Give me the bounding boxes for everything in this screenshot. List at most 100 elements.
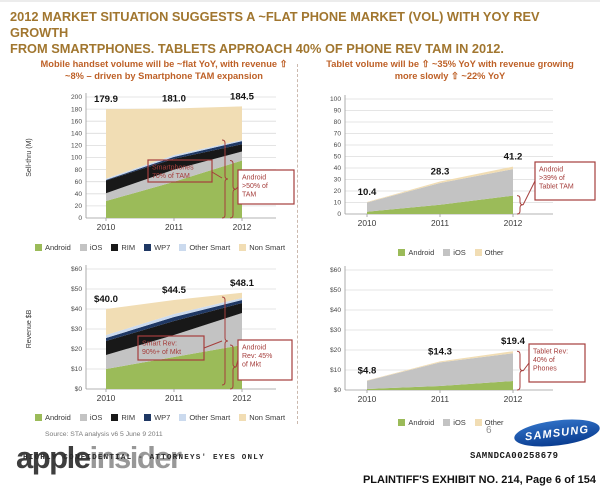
legend-swatch <box>474 419 482 426</box>
y-tick-label: $60 <box>71 266 82 273</box>
y-tick-label: 70 <box>334 131 342 138</box>
legend-item-non-smart: Non Smart <box>239 243 285 252</box>
y-tick-label: $10 <box>71 366 82 373</box>
legend-item-android: Android <box>398 248 434 257</box>
y-tick-label: 80 <box>75 167 83 174</box>
x-tick-label: 2011 <box>431 218 449 228</box>
total-label: 179.9 <box>94 94 118 105</box>
y-tick-label: $50 <box>330 287 341 294</box>
total-label: $19.4 <box>501 336 526 347</box>
y-tick-label: $60 <box>330 267 341 274</box>
y-tick-label: 20 <box>75 203 83 210</box>
annotation-text: Smart Rev: <box>142 341 177 348</box>
y-tick-label: $30 <box>330 327 341 334</box>
x-tick-label: 2010 <box>97 393 116 403</box>
y-tick-label: 20 <box>334 188 342 195</box>
y-axis-title: Sell-thru (M) <box>26 138 33 177</box>
legend-label: Android <box>44 413 71 422</box>
x-tick-label: 2012 <box>504 218 523 228</box>
y-tick-label: 60 <box>334 142 342 149</box>
x-tick-label: 2011 <box>431 394 449 404</box>
y-tick-label: 10 <box>334 200 342 207</box>
x-tick-label: 2012 <box>233 222 252 232</box>
y-tick-label: $10 <box>330 367 341 374</box>
annotation-brace <box>229 160 237 219</box>
annotation-text: >39% of <box>539 175 565 182</box>
legend-swatch <box>179 244 187 251</box>
annotation-box <box>237 339 293 381</box>
total-label: $48.1 <box>230 278 255 289</box>
legend-swatch <box>239 414 247 421</box>
y-tick-label: 200 <box>71 94 82 101</box>
legend-label: RIM <box>121 413 136 422</box>
phone-revenue-chart: $0 $10 $20 $30 $40 $50 $60 2010 2011 2012 $40.0 $44… <box>26 265 293 403</box>
y-tick-label: $50 <box>71 286 82 293</box>
annotation-box <box>534 161 596 201</box>
legend-swatch <box>79 244 87 251</box>
y-axis-title: Revenue $B <box>26 309 33 348</box>
legend-label: Android <box>408 418 435 427</box>
area-series-wp7 <box>106 300 242 341</box>
legend-swatch <box>179 414 187 421</box>
area-series-other-smart <box>106 298 242 338</box>
annotation-text: 40% of <box>533 357 555 364</box>
y-tick-label: 100 <box>71 155 82 162</box>
legend-swatch <box>111 244 119 251</box>
confidentiality-stamp: HIGHLY CONFIDENTIAL - ATTORNEYS' EYES ON… <box>23 454 265 462</box>
area-series-other <box>367 351 513 381</box>
legend-label: Other <box>484 248 504 257</box>
y-tick-label: 160 <box>71 118 82 125</box>
y-tick-label: $0 <box>334 387 342 394</box>
legend-swatch <box>144 244 152 251</box>
annotation-text: Tablet TAM <box>539 184 574 191</box>
legend-item-ios: iOS <box>79 243 103 252</box>
phone-volume-chart: 0 20 40 60 80 100 120 140 160 180 200 2010 2011 2012 1… <box>26 91 295 232</box>
annotation-brace <box>516 350 524 391</box>
legend-label: Other Smart <box>189 243 231 252</box>
appleinsider-logo-apple: apple <box>16 440 91 475</box>
legend-item-ios: iOS <box>79 413 102 422</box>
legend-label: Other <box>484 418 504 427</box>
y-tick-label: 40 <box>334 165 342 172</box>
area-series-other-smart <box>106 139 242 180</box>
annotation-text: Tablet Rev: <box>533 349 568 356</box>
y-tick-label: 0 <box>78 215 82 222</box>
annotation-brace <box>221 139 229 219</box>
total-label: $44.5 <box>162 285 187 296</box>
x-tick-label: 2011 <box>165 393 183 403</box>
x-tick-label: 2012 <box>504 394 523 404</box>
slide-title-line1: 2012 MARKET SITUATION SUGGESTS A ~FLAT P… <box>10 9 540 40</box>
y-tick-label: 50 <box>334 154 342 161</box>
legend-swatch <box>34 414 42 421</box>
annotation-brace <box>516 195 524 215</box>
legend-item-non-smart: Non Smart <box>239 413 285 422</box>
legend-item-wp7: WP7 <box>144 413 170 422</box>
slide-page-number: 6 <box>486 425 492 436</box>
slide-title: 2012 MARKET SITUATION SUGGESTS A ~FLAT P… <box>10 9 592 57</box>
legend-swatch <box>79 414 87 421</box>
total-label: 184.5 <box>230 91 255 102</box>
legend-label: Android <box>408 248 435 257</box>
legend-swatch <box>144 414 152 421</box>
annotation-text: 90%+ of Mkt <box>142 349 181 356</box>
annotation-text: Phones <box>533 366 557 373</box>
bates-number: SAMNDCA00258679 <box>470 451 559 461</box>
legend-item-ios: iOS <box>443 418 466 427</box>
annotation-text: Android <box>242 345 266 352</box>
phone-column-subtitle: Mobile handset volume will be ~flat YoY,… <box>40 59 288 81</box>
area-series-android <box>106 160 242 218</box>
total-label: $14.3 <box>428 346 452 357</box>
legend-label: RIM <box>121 243 136 252</box>
area-series-wp7 <box>106 141 242 181</box>
annotation-connector <box>211 171 223 179</box>
phone-volume-legend: Android iOS RIM WP7 Other Smart Non Smart <box>22 243 298 252</box>
phone-revenue-legend: Android iOS RIM WP7 Other Smart Non Smart <box>22 413 298 422</box>
annotation-connector <box>522 180 536 206</box>
legend-label: WP7 <box>154 243 171 252</box>
x-tick-label: 2010 <box>97 222 116 232</box>
area-series-android <box>106 345 242 389</box>
legend-swatch <box>398 249 406 256</box>
annotation-text: Smartphones <box>152 165 194 172</box>
legend-label: iOS <box>89 243 103 252</box>
legend-item-other-smart: Other Smart <box>179 243 230 252</box>
